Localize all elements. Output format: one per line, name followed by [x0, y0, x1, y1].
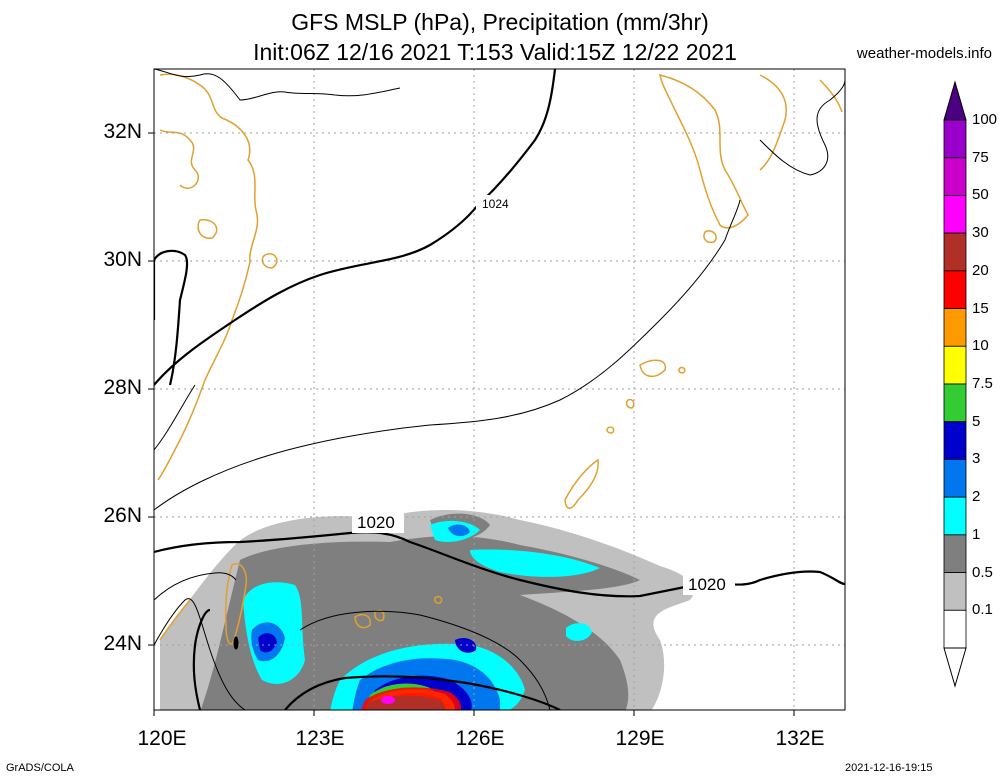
colorbar-swatch	[943, 421, 967, 460]
coast-zhoushan	[261, 253, 278, 269]
precip-cyan-band	[470, 549, 600, 577]
isobar-1024-left	[154, 249, 189, 386]
coast-okinawa	[564, 458, 599, 509]
colorbar-swatch	[943, 572, 967, 611]
isobars	[154, 69, 845, 710]
precip-shading	[160, 510, 694, 710]
colorbar-swatch	[943, 119, 967, 159]
precip-darkblue-blob	[455, 638, 477, 653]
colorbar-swatch	[943, 232, 967, 272]
isobar-low-center	[233, 636, 239, 650]
isobar-1024	[154, 69, 557, 386]
lon-label-120e: 120E	[137, 727, 187, 750]
coast-isle-4	[434, 595, 443, 604]
lon-label-123e: 123E	[295, 727, 345, 750]
isobar-thin-2	[154, 384, 196, 451]
lon-label-129e: 129E	[615, 727, 665, 750]
footer-software: GrADS/COLA	[6, 762, 74, 774]
coast-yaeyama	[354, 613, 371, 629]
colorbar-label: 30	[972, 224, 989, 242]
colorbar-swatch	[943, 459, 967, 498]
lon-label-126e: 126E	[455, 727, 505, 750]
colorbar-label: 7.5	[972, 375, 993, 392]
colorbar-label: 10	[972, 337, 989, 355]
lat-label-32n: 32N	[103, 120, 142, 143]
isobar-label-1020-west: 1020	[357, 513, 395, 532]
colorbar-label: 15	[972, 299, 989, 317]
precip-darkblue-west	[258, 633, 277, 653]
colorbar-label: 100	[972, 111, 998, 128]
coast-small-isle-3	[678, 366, 686, 374]
isobar-thin-ne	[759, 79, 845, 176]
colorbar-swatch	[943, 157, 967, 196]
colorbar-label: 50	[972, 186, 989, 204]
lat-label-26n: 26N	[103, 504, 142, 527]
precip-cyan-small	[566, 623, 592, 641]
isobar-thin-1	[154, 199, 741, 511]
isobar-1016	[284, 675, 561, 710]
colorbar-label: 0.5	[972, 563, 993, 581]
coast-shikoku	[759, 74, 787, 171]
precip-blue-north	[448, 524, 470, 537]
graticule	[154, 69, 845, 710]
coast-kyushu	[659, 73, 749, 229]
colorbar-label: 3	[972, 450, 981, 468]
coast-china-islands	[197, 219, 218, 239]
colorbar-swatch	[943, 308, 967, 347]
isobar-label-1020-east: 1020	[688, 575, 726, 594]
map-subtitle: Init:06Z 12/16 2021 T:153 Valid:15Z 12/2…	[253, 39, 737, 65]
site-credit: weather-models.info	[856, 45, 992, 62]
lon-label-132e: 132E	[775, 727, 825, 750]
colorbar-swatch	[943, 383, 967, 423]
lat-label-28n: 28N	[103, 376, 142, 399]
tick-marks	[148, 132, 795, 716]
isobar-south-2	[154, 598, 246, 710]
coast-china-north	[157, 73, 259, 481]
isobar-south-1	[154, 572, 237, 601]
footer-timestamp: 2021-12-16-19:15	[845, 762, 933, 774]
colorbar-swatch	[943, 195, 967, 234]
colorbar-label: 2	[972, 488, 981, 506]
coast-china-south	[159, 599, 191, 641]
colorbar-swatch	[943, 496, 967, 536]
map-title: GFS MSLP (hPa), Precipitation (mm/3hr)	[291, 9, 709, 35]
coast-ryukyu-1	[703, 230, 717, 244]
lat-label-24n: 24N	[103, 632, 142, 655]
coast-ryukyu-2	[639, 359, 667, 377]
coast-small-isle-1	[625, 398, 635, 409]
colorbar-swatch	[943, 270, 967, 309]
precip-cyan-tiny	[270, 583, 289, 599]
colorbar-swatch	[943, 534, 967, 573]
colorbar-swatch	[943, 345, 967, 385]
precip-dark-gray	[200, 536, 640, 710]
coast-honshu-tip	[819, 79, 843, 113]
precip-magenta	[381, 696, 395, 704]
isobar-south-3	[299, 610, 551, 710]
isobar-1020	[154, 531, 845, 598]
isobar-west-thick	[192, 608, 211, 710]
colorbar-label: 0.1	[972, 601, 993, 619]
colorbar-top-arrow	[943, 80, 967, 121]
isobar-thin-top	[154, 69, 401, 101]
lat-label-30n: 30N	[103, 248, 142, 271]
isobar-label-1024: 1024	[482, 197, 509, 211]
colorbar	[943, 80, 967, 688]
colorbar-label: 75	[972, 148, 989, 166]
colorbar-swatch	[943, 609, 967, 649]
colorbar-label: 5	[972, 412, 981, 430]
colorbar-label: 1	[972, 525, 981, 543]
coast-small-isle-2	[606, 426, 615, 434]
coast-yaeyama-2	[374, 609, 385, 622]
coast-china-inlet	[159, 129, 200, 190]
colorbar-bottom-arrow	[943, 647, 967, 688]
colorbar-label: 20	[972, 261, 989, 279]
